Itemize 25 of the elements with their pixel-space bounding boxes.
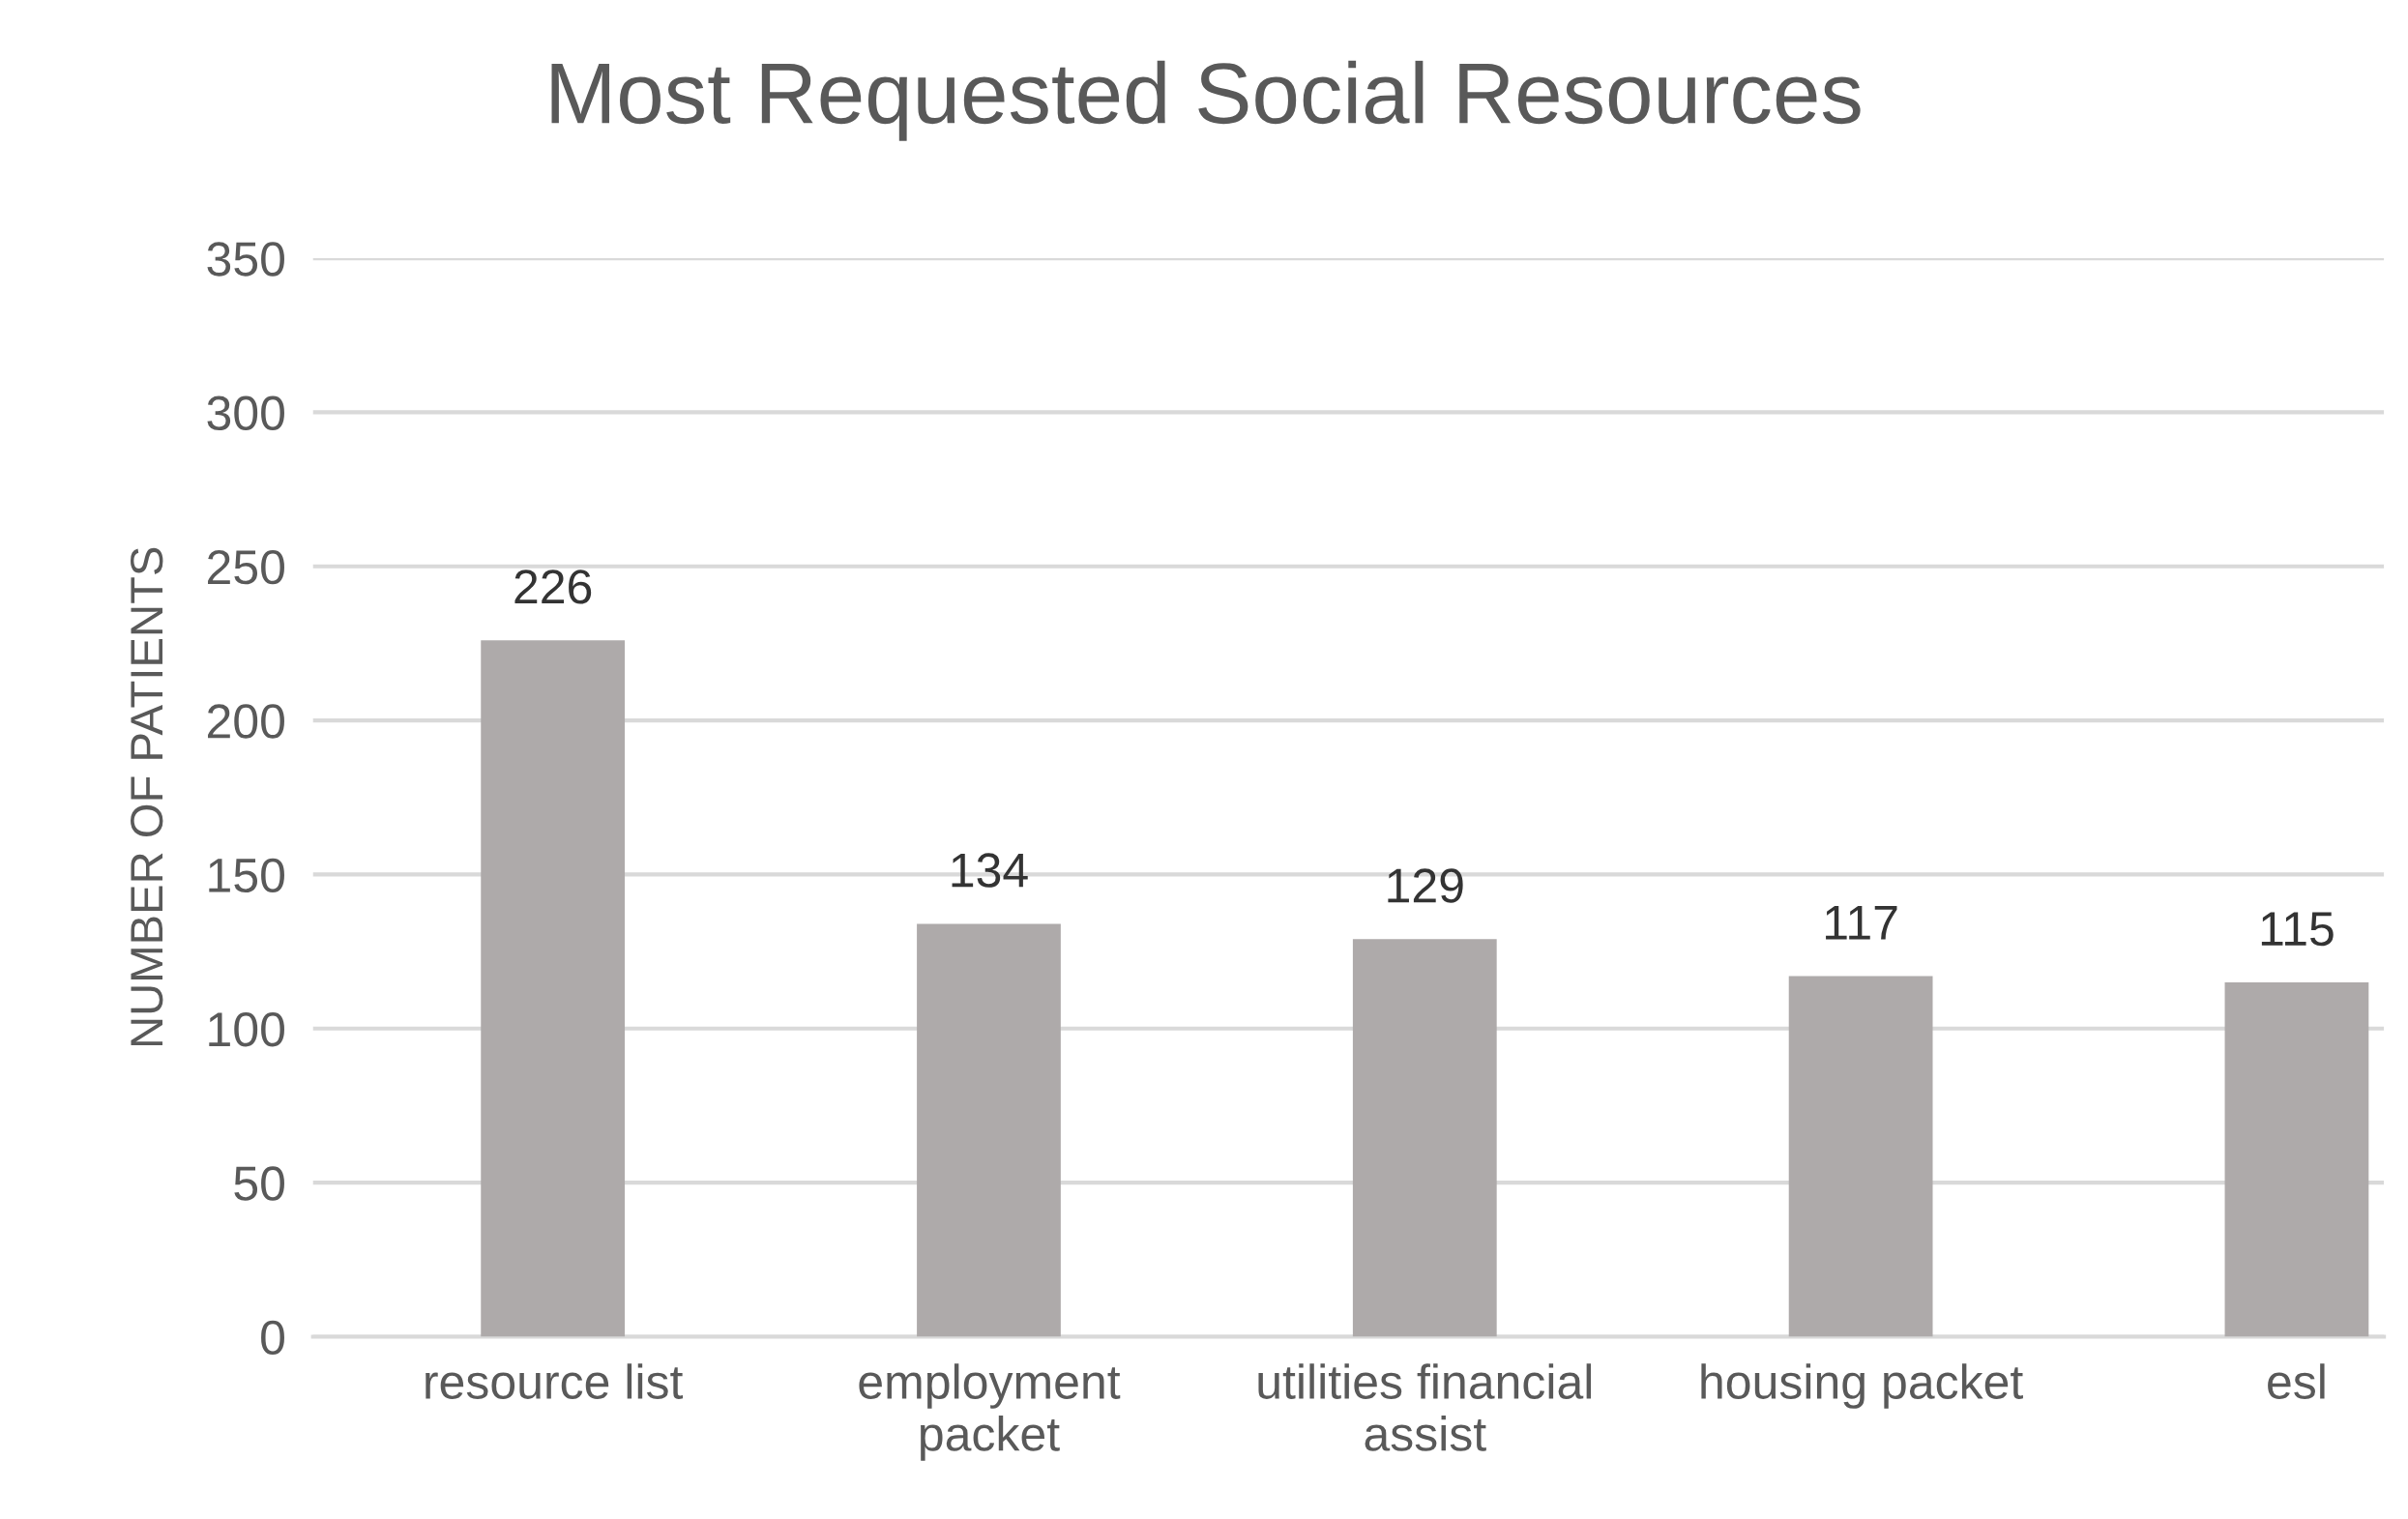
y-axis-title: NUMBER OF PATIENTS bbox=[131, 547, 163, 1046]
x-tick-label: resource list bbox=[426, 1363, 684, 1399]
data-label: 115 bbox=[2261, 912, 2334, 947]
bar bbox=[2224, 981, 2369, 1337]
data-label: 134 bbox=[952, 853, 1028, 888]
y-tick-label: 200 bbox=[208, 704, 284, 739]
y-tick-label: 350 bbox=[207, 242, 284, 277]
data-label: 226 bbox=[514, 570, 592, 604]
data-label: 117 bbox=[1826, 906, 1897, 940]
x-tick-label: utilities financial assist bbox=[1258, 1363, 1592, 1451]
y-tick-label: 300 bbox=[207, 395, 284, 431]
chart-title: Most Requested Social Resources bbox=[551, 60, 1861, 141]
x-tick-label: employment packet bbox=[859, 1363, 1121, 1461]
bar bbox=[481, 640, 626, 1337]
y-tick-label: 50 bbox=[234, 1166, 284, 1201]
y-tick-label: 150 bbox=[209, 858, 284, 893]
y-tick-label: 0 bbox=[261, 1320, 284, 1356]
y-tick-label: 100 bbox=[209, 1011, 284, 1047]
bar bbox=[1788, 976, 1933, 1337]
x-tick-label: esl bbox=[2268, 1363, 2325, 1399]
bar bbox=[917, 923, 1061, 1337]
y-tick-label: 250 bbox=[208, 549, 284, 585]
x-tick-label: housing packet bbox=[1701, 1363, 2023, 1409]
bar bbox=[1352, 939, 1497, 1337]
data-label: 129 bbox=[1388, 868, 1463, 903]
